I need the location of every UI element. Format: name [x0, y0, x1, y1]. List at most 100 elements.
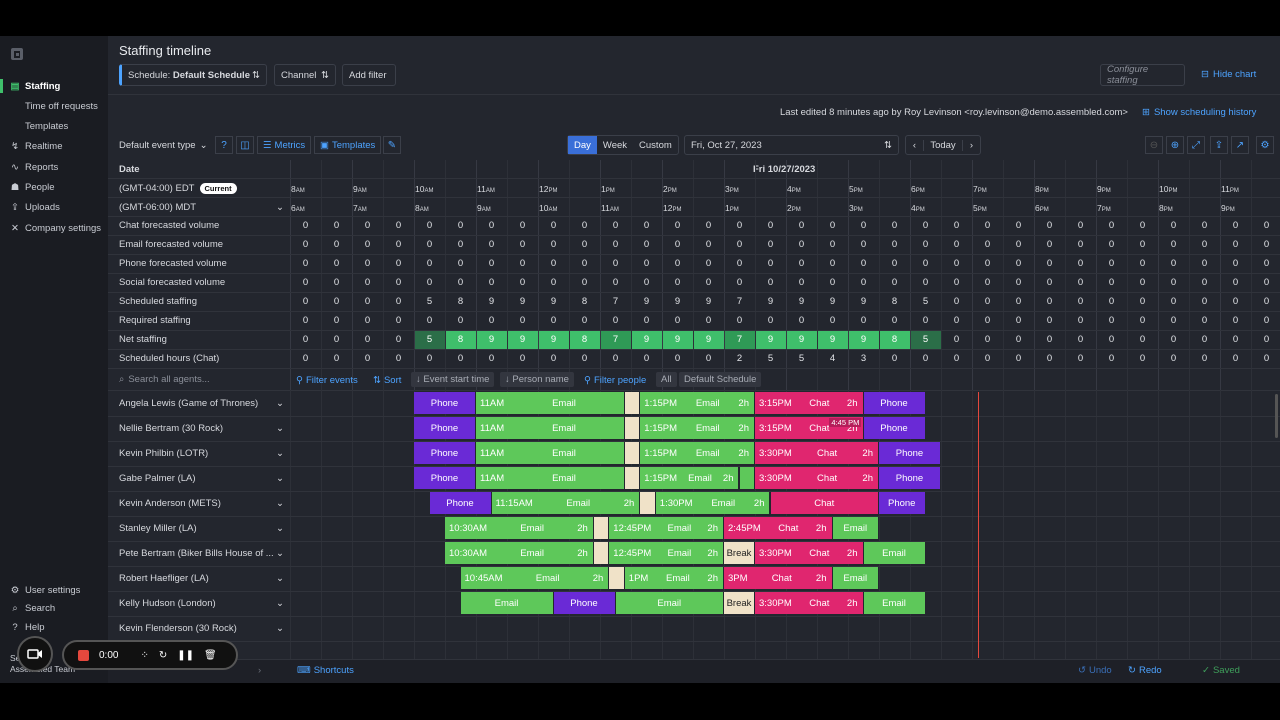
trash-icon[interactable]: 🗑: [204, 649, 217, 661]
today-button[interactable]: Today: [930, 139, 956, 151]
sidebar-item-realtime[interactable]: ↯ Realtime: [0, 137, 108, 155]
chevron-down-icon[interactable]: ⌄: [276, 398, 284, 409]
schedule-event-email[interactable]: 11AM Email: [476, 467, 624, 489]
schedule-event-email[interactable]: 10:30AM Email 2h: [445, 517, 593, 539]
schedule-event-brk[interactable]: [624, 467, 640, 489]
assembled-logo[interactable]: [10, 47, 24, 61]
schedule-event-email[interactable]: [739, 467, 754, 489]
schedule-event-chat[interactable]: Chat: [770, 492, 878, 514]
sidebar-item-help[interactable]: ? Help: [0, 618, 108, 636]
sidebar-item-people[interactable]: ☗ People: [0, 178, 108, 196]
chevron-left-icon[interactable]: ‹: [906, 139, 924, 151]
sidebar-item-search[interactable]: ⌕ Search: [0, 599, 108, 617]
agent-row-name[interactable]: Gabe Palmer (LA) ⌄: [119, 473, 284, 484]
schedule-event-email[interactable]: 1PM Email 2h: [624, 567, 723, 589]
schedule-event-phone[interactable]: Phone: [879, 492, 925, 514]
schedule-event-phone[interactable]: Phone: [414, 392, 475, 414]
configure-staffing-button[interactable]: Configure staffing: [1100, 64, 1185, 86]
sidebar-item-reports[interactable]: ∿ Reports: [0, 158, 108, 176]
upload-icon[interactable]: ⇪: [1210, 136, 1228, 154]
sidebar-item-uploads[interactable]: ⇪ Uploads: [0, 198, 108, 216]
sort-person-name-chip[interactable]: ↓ Person name: [500, 372, 574, 387]
pause-icon[interactable]: ❚❚: [177, 649, 195, 661]
sidebar-item-company-settings[interactable]: ✕ Company settings: [0, 219, 108, 237]
date-picker[interactable]: Fri, Oct 27, 2023 ⇅: [684, 135, 899, 155]
agent-row-name[interactable]: Angela Lewis (Game of Thrones) ⌄: [119, 398, 284, 409]
schedule-event-phone[interactable]: Phone: [879, 442, 940, 464]
schedule-event-phone[interactable]: Phone: [863, 417, 925, 439]
schedule-event-chat[interactable]: 3PM Chat 2h: [724, 567, 832, 589]
chevron-down-icon[interactable]: ⌄: [276, 448, 284, 459]
schedule-event-email[interactable]: 1:15PM Email 2h: [640, 392, 754, 414]
schedule-event-email[interactable]: Email: [460, 592, 553, 614]
chevron-right-icon[interactable]: ›: [962, 139, 980, 151]
view-week[interactable]: Week: [602, 139, 628, 151]
schedule-event-email[interactable]: 1:15PM Email 2h: [640, 467, 739, 489]
schedule-event-email[interactable]: 10:30AM Email 2h: [445, 542, 593, 564]
schedule-event-phone[interactable]: Phone: [414, 442, 475, 464]
hide-chart-button[interactable]: ⊟ Hide chart: [1201, 69, 1256, 80]
agent-row-name[interactable]: Kevin Flenderson (30 Rock) ⌄: [119, 623, 284, 634]
undo-button[interactable]: ↺ Undo: [1078, 665, 1112, 676]
schedule-event-brk[interactable]: [593, 517, 609, 539]
schedule-event-chat[interactable]: 3:30PM Chat 2h: [755, 542, 863, 564]
schedule-event-brk[interactable]: [624, 392, 640, 414]
schedule-select[interactable]: Schedule: Default Schedule ⇅: [119, 64, 267, 86]
schedule-event-brk[interactable]: [640, 492, 655, 514]
schedule-event-email[interactable]: 11AM Email: [476, 417, 624, 439]
schedule-event-email[interactable]: Email: [615, 592, 723, 614]
filter-people-button[interactable]: ⚲ Filter people: [584, 375, 646, 386]
all-chip[interactable]: All: [656, 372, 677, 387]
chevron-down-icon[interactable]: ⌄: [276, 573, 284, 584]
schedule-event-chat[interactable]: 3:30PM Chat 2h: [755, 442, 878, 464]
schedule-event-phone[interactable]: Phone: [879, 467, 940, 489]
schedule-event-brk[interactable]: [593, 542, 609, 564]
columns-icon[interactable]: ◫: [236, 136, 254, 154]
chevron-down-icon[interactable]: ⌄: [276, 523, 284, 534]
schedule-event-email[interactable]: 12:45PM Email 2h: [609, 517, 723, 539]
sidebar-item-time-off-requests[interactable]: Time off requests: [0, 97, 108, 115]
schedule-event-brk[interactable]: Break: [724, 592, 754, 614]
agent-row-name[interactable]: Stanley Miller (LA) ⌄: [119, 523, 284, 534]
sidebar-item-templates[interactable]: Templates: [0, 117, 108, 135]
event-type-select[interactable]: Default event type ⌄: [119, 136, 208, 154]
zoom-in-icon[interactable]: ⊕: [1166, 136, 1184, 154]
sort-event-start-chip[interactable]: ↓ Event start time: [411, 372, 495, 387]
schedule-event-brk[interactable]: [624, 442, 640, 464]
chevron-down-icon[interactable]: ⌄: [276, 623, 284, 634]
filter-events-button[interactable]: ⚲ Filter events: [296, 375, 358, 386]
schedule-event-brk[interactable]: [624, 417, 640, 439]
chevron-down-icon[interactable]: ⌄: [276, 498, 284, 509]
agent-row-name[interactable]: Nellie Bertram (30 Rock) ⌄: [119, 423, 284, 434]
schedule-event-email[interactable]: 1:15PM Email 2h: [640, 442, 754, 464]
chevron-down-icon[interactable]: ⌄: [276, 423, 284, 434]
agent-row-name[interactable]: Kelly Hudson (London) ⌄: [119, 598, 284, 609]
record-camera-button[interactable]: [17, 636, 53, 672]
schedule-event-email[interactable]: 11AM Email: [476, 392, 624, 414]
view-custom[interactable]: Custom: [639, 139, 672, 151]
schedule-event-phone[interactable]: Phone: [429, 492, 491, 514]
schedule-event-chat[interactable]: 2:45PM Chat 2h: [724, 517, 832, 539]
metrics-button[interactable]: ☰ Metrics: [257, 136, 312, 154]
schedule-event-email[interactable]: Email: [863, 592, 925, 614]
chevron-down-icon[interactable]: ⌄: [276, 598, 284, 609]
schedule-event-chat[interactable]: 3:15PM Chat 2h: [755, 392, 863, 414]
schedule-event-email[interactable]: 10:45AM Email 2h: [460, 567, 609, 589]
sort-button[interactable]: ⇅ Sort: [373, 375, 401, 386]
timezone-mdt-select[interactable]: (GMT-06:00) MDT ⌄: [119, 202, 284, 213]
shortcuts-button[interactable]: ⌨ Shortcuts: [297, 665, 354, 676]
zoom-out-icon[interactable]: ⊖: [1145, 136, 1163, 154]
schedule-event-phone[interactable]: Phone: [414, 417, 475, 439]
agent-row-name[interactable]: Kevin Philbin (LOTR) ⌄: [119, 448, 284, 459]
chevron-down-icon[interactable]: ⌄: [276, 548, 284, 559]
agent-row-name[interactable]: Kevin Anderson (METS) ⌄: [119, 498, 284, 509]
redo-button[interactable]: ↻ Redo: [1128, 665, 1162, 676]
schedule-event-chat[interactable]: 3:30PM Chat 2h: [755, 467, 878, 489]
default-schedule-chip[interactable]: Default Schedule: [679, 372, 762, 387]
schedule-event-brk[interactable]: [609, 567, 624, 589]
show-history-link[interactable]: ⊞ Show scheduling history: [1142, 107, 1256, 118]
schedule-event-email[interactable]: Email: [832, 517, 878, 539]
schedule-event-email[interactable]: 1:30PM Email 2h: [655, 492, 770, 514]
sidebar-item-staffing[interactable]: ▤ Staffing: [0, 77, 108, 95]
schedule-event-email[interactable]: Email: [832, 567, 878, 589]
